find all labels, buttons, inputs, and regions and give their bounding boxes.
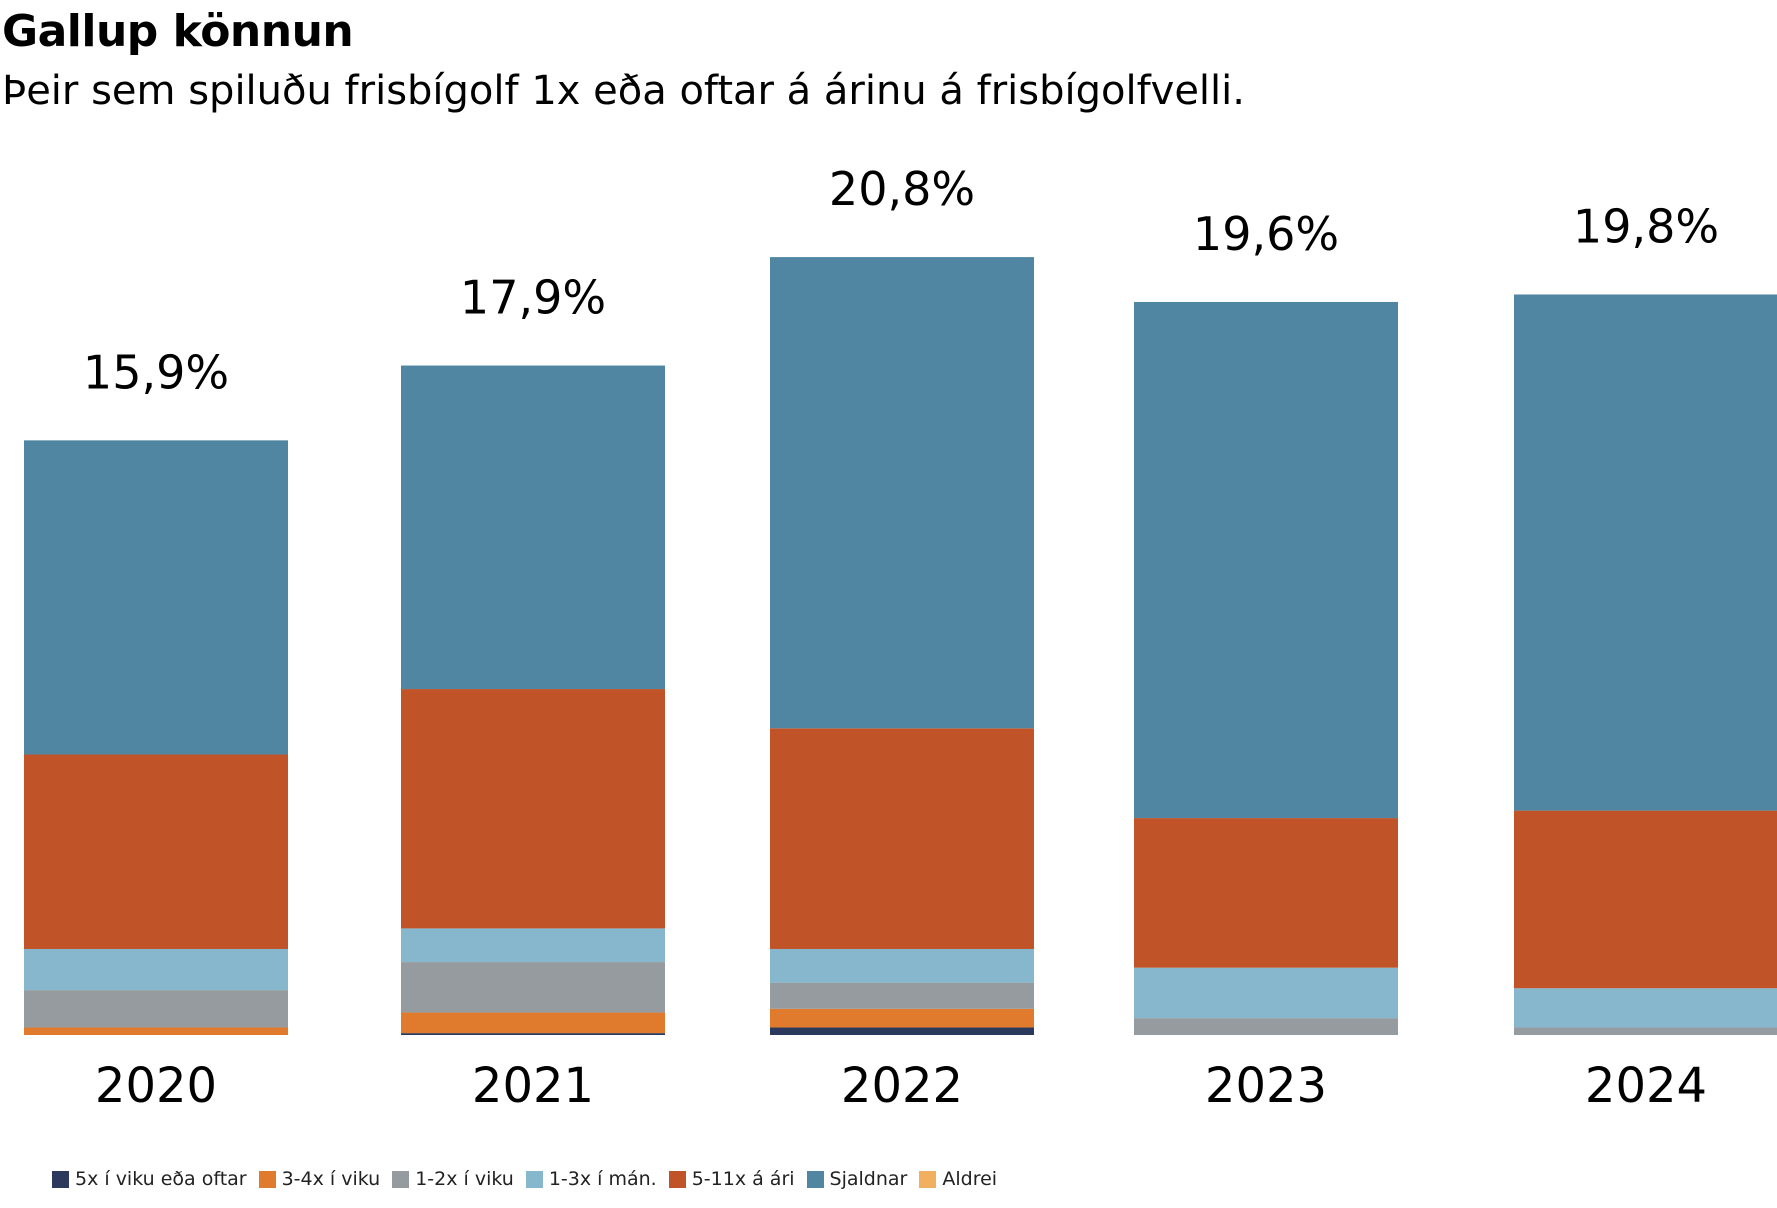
x-tick-label-2020: 2020 [95, 1058, 217, 1114]
legend-swatch [52, 1170, 69, 1188]
legend-item-4: 1-3x í mán. [525, 1168, 657, 1190]
legend-label: 5x í viku eða oftar [75, 1168, 247, 1190]
bar-segment-2021-2 [401, 1012, 665, 1034]
bar-segment-2024-5 [1514, 810, 1777, 989]
bar-segment-2020-4 [24, 948, 288, 991]
legend-item-7: Aldrei [919, 1168, 997, 1190]
legend-swatch [525, 1170, 543, 1188]
stacked-bar-chart: 15,9% 2020 17,9% 2021 20,8% 2022 19,6% 2023 19,8… [24, 162, 1777, 1114]
bar-segment-2024-4 [1514, 988, 1777, 1028]
legend-label: Sjaldnar [829, 1168, 908, 1190]
legend-swatch [919, 1170, 937, 1188]
bar-segment-2020-3 [24, 990, 288, 1028]
bar-segment-2023-3 [1134, 1018, 1398, 1035]
legend-label: 1-2x í viku [415, 1168, 514, 1190]
bar-segment-2023-5 [1134, 818, 1398, 968]
total-label-2021: 17,9% [460, 271, 606, 325]
legend-label: 1-3x í mán. [548, 1168, 657, 1190]
bar-segment-2021-5 [401, 689, 665, 929]
chart-subtitle: Þeir sem spiluðu frisbígolf 1x eða oftar… [2, 68, 1245, 114]
chart-legend: 5x í viku eða oftar 3-4x í viku 1-2x í vik… [52, 1168, 1009, 1190]
bar-segment-2021-4 [401, 928, 665, 963]
bar-segment-2020-6 [24, 440, 288, 755]
legend-item-3: 1-2x í viku [392, 1168, 514, 1190]
x-tick-label-2024: 2024 [1585, 1058, 1707, 1114]
bar-segment-2023-4 [1134, 967, 1398, 1019]
x-tick-label-2023: 2023 [1205, 1058, 1327, 1114]
bar-segment-2023-6 [1134, 301, 1398, 819]
bar-segment-2021-1 [401, 1033, 665, 1035]
legend-item-2: 3-4x í viku [258, 1168, 381, 1190]
total-label-2024: 19,8% [1573, 199, 1719, 253]
bar-segment-2022-3 [770, 982, 1034, 1009]
x-tick-label-2022: 2022 [841, 1058, 963, 1114]
legend-label: 5-11x á ári [691, 1168, 795, 1190]
legend-swatch [806, 1170, 824, 1188]
legend-label: Aldrei [942, 1168, 998, 1190]
total-label-2023: 19,6% [1193, 207, 1339, 261]
legend-swatch [668, 1170, 686, 1188]
legend-swatch [392, 1170, 410, 1188]
legend-item-1: 5x í viku eða oftar [52, 1168, 247, 1190]
bar-segment-2022-4 [770, 948, 1034, 983]
total-label-2022: 20,8% [829, 162, 975, 216]
bar-segment-2022-2 [770, 1008, 1034, 1028]
bar-segment-2022-5 [770, 728, 1034, 949]
bar-segment-2022-1 [770, 1027, 1034, 1035]
x-tick-label-2021: 2021 [472, 1058, 594, 1114]
bar-segment-2020-2 [24, 1027, 288, 1035]
bar-segment-2024-6 [1514, 294, 1777, 811]
bar-segment-2021-3 [401, 962, 665, 1013]
legend-swatch [258, 1170, 276, 1188]
chart-title: Gallup könnun [2, 6, 354, 57]
bar-segment-2021-6 [401, 365, 665, 690]
bar-segment-2020-5 [24, 754, 288, 949]
total-label-2020: 15,9% [83, 345, 229, 399]
legend-item-5: 5-11x á ári [668, 1168, 795, 1190]
legend-item-6: Sjaldnar [806, 1168, 908, 1190]
legend-label: 3-4x í viku [281, 1168, 381, 1190]
bar-segment-2022-6 [770, 257, 1034, 729]
bar-segment-2024-3 [1514, 1027, 1777, 1035]
